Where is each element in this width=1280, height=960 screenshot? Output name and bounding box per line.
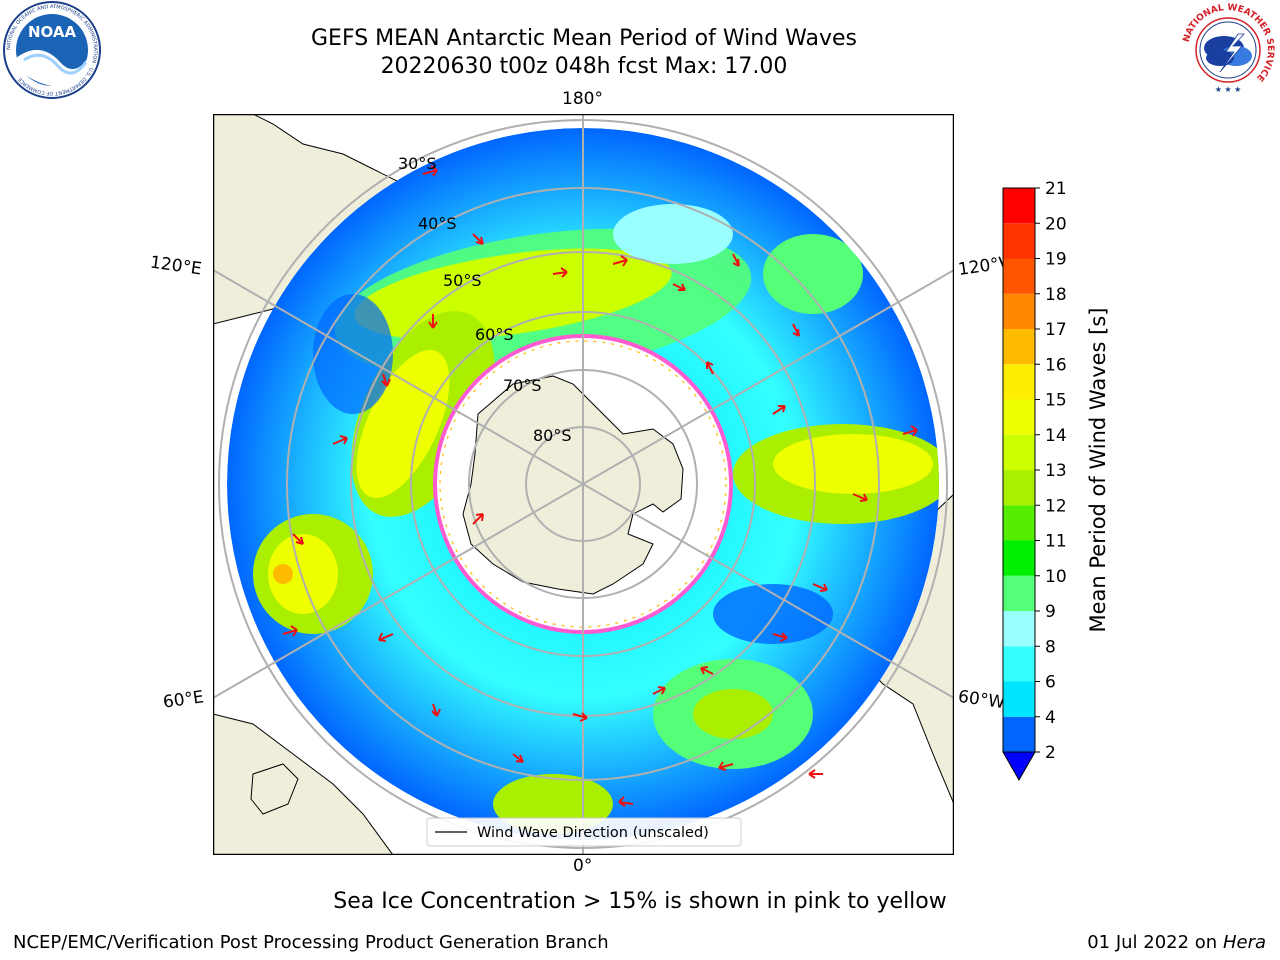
colorbar-swatch bbox=[1003, 681, 1035, 717]
colorbar-tick-label: 15 bbox=[1045, 391, 1067, 411]
lat-label-80s: 80°S bbox=[533, 426, 572, 445]
wave-direction-arrows bbox=[282, 165, 918, 807]
colorbar-tick-label: 12 bbox=[1045, 496, 1067, 516]
colorbar-tick-label: 14 bbox=[1045, 426, 1067, 446]
colorbar-swatch bbox=[1003, 399, 1035, 435]
sea-ice-note: Sea Ice Concentration > 15% is shown in … bbox=[333, 889, 947, 914]
colorbar: 2 4 6 8 9 10 11 12 13 14 15 16 17 18 19 20 21 Mean Perio… bbox=[1002, 180, 1110, 782]
polar-map: 30°S 40°S 50°S 60°S 70°S 80°S Wind Wave … bbox=[213, 114, 954, 855]
chart-subtitle-forecast: 20220630 t00z 048h fcst Max: 17.00 bbox=[380, 54, 788, 79]
lat-label-70s: 70°S bbox=[503, 376, 542, 395]
map-graticule bbox=[213, 114, 954, 855]
colorbar-extend-arrow bbox=[1002, 751, 1036, 782]
colorbar-tick-labels: 2 4 6 8 9 10 11 12 13 14 15 16 17 18 19 20 21 bbox=[1035, 180, 1067, 763]
colorbar-swatches bbox=[1002, 187, 1036, 753]
colorbar-tick-label: 21 bbox=[1045, 180, 1067, 199]
colorbar-swatch bbox=[1003, 188, 1035, 224]
colorbar-tick-label: 20 bbox=[1045, 214, 1067, 234]
colorbar-swatch bbox=[1003, 540, 1035, 576]
map-legend: Wind Wave Direction (unscaled) bbox=[426, 817, 742, 847]
colorbar-swatch bbox=[1003, 505, 1035, 541]
colorbar-swatch bbox=[1003, 364, 1035, 400]
colorbar-swatch bbox=[1003, 575, 1035, 611]
colorbar-swatch bbox=[1003, 434, 1035, 470]
colorbar-swatch bbox=[1003, 329, 1035, 365]
noaa-logo-text: NOAA bbox=[28, 23, 77, 41]
colorbar-tick-label: 17 bbox=[1045, 320, 1067, 340]
colorbar-tick-label: 8 bbox=[1045, 637, 1056, 657]
colorbar-tick-label: 18 bbox=[1045, 285, 1067, 305]
footer-credit: NCEP/EMC/Verification Post Processing Pr… bbox=[13, 932, 609, 953]
legend-label: Wind Wave Direction (unscaled) bbox=[477, 825, 709, 841]
colorbar-tick-label: 19 bbox=[1045, 250, 1067, 270]
colorbar-label: Mean Period of Wind Waves [s] bbox=[1086, 308, 1110, 633]
noaa-logo-icon: NOAA NATIONAL OCEANIC AND ATMOSPHERIC AD… bbox=[3, 1, 101, 99]
colorbar-swatch bbox=[1003, 223, 1035, 259]
colorbar-tick-label: 11 bbox=[1045, 532, 1067, 552]
colorbar-swatch bbox=[1003, 258, 1035, 294]
lat-label-40s: 40°S bbox=[418, 214, 457, 233]
colorbar-tick-label: 2 bbox=[1045, 743, 1056, 763]
colorbar-tick-label: 13 bbox=[1045, 461, 1067, 481]
nws-logo-icon: NATIONAL WEATHER SERVICE ★ ★ ★ bbox=[1180, 2, 1276, 98]
colorbar-tick-label: 9 bbox=[1045, 602, 1056, 622]
lon-label-60e: 60°E bbox=[161, 687, 206, 713]
colorbar-tick-label: 10 bbox=[1045, 567, 1067, 587]
lat-label-60s: 60°S bbox=[475, 325, 514, 344]
colorbar-tick-label: 4 bbox=[1045, 708, 1056, 728]
lon-label-180: 180° bbox=[562, 89, 603, 109]
lat-label-30s: 30°S bbox=[398, 154, 437, 173]
chart-title: GEFS MEAN Antarctic Mean Period of Wind … bbox=[311, 26, 857, 51]
footer-host: Hera bbox=[1222, 932, 1266, 953]
lon-label-120e: 120°E bbox=[148, 252, 203, 280]
colorbar-swatch bbox=[1003, 611, 1035, 647]
colorbar-swatch bbox=[1003, 646, 1035, 682]
antarctica bbox=[462, 375, 684, 595]
colorbar-tick-label: 6 bbox=[1045, 673, 1056, 693]
colorbar-tick-label: 16 bbox=[1045, 355, 1067, 375]
svg-text:★ ★ ★: ★ ★ ★ bbox=[1215, 85, 1242, 94]
lat-label-50s: 50°S bbox=[443, 271, 482, 290]
footer-date: 01 Jul 2022 on Hera bbox=[1087, 932, 1266, 953]
lon-label-0: 0° bbox=[573, 856, 593, 876]
colorbar-swatch bbox=[1003, 716, 1035, 752]
colorbar-swatch bbox=[1003, 470, 1035, 506]
colorbar-swatch bbox=[1003, 293, 1035, 329]
footer-date-text: 01 Jul 2022 on bbox=[1087, 932, 1223, 953]
